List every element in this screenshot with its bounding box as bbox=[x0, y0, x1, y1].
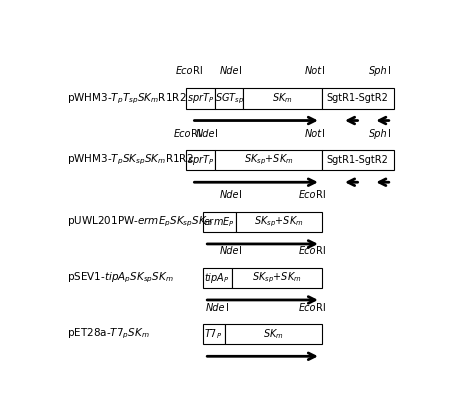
Text: I: I bbox=[388, 129, 391, 139]
Text: I: I bbox=[226, 302, 228, 313]
Bar bbox=[202, 268, 232, 288]
Bar bbox=[202, 212, 236, 232]
Bar bbox=[232, 268, 322, 288]
Text: $T7_{P}$: $T7_{P}$ bbox=[204, 327, 223, 341]
Text: $SK_{sp}$+$SK_{m}$: $SK_{sp}$+$SK_{m}$ bbox=[254, 215, 303, 229]
Text: Not: Not bbox=[305, 66, 322, 76]
Text: I: I bbox=[239, 66, 242, 76]
Text: RI: RI bbox=[316, 302, 326, 313]
Text: Nde: Nde bbox=[220, 246, 239, 256]
Text: I: I bbox=[239, 246, 242, 256]
Text: Eco: Eco bbox=[299, 302, 316, 313]
Text: $ermE_{P}$: $ermE_{P}$ bbox=[203, 215, 235, 229]
Text: Eco: Eco bbox=[176, 66, 193, 76]
Text: Nde: Nde bbox=[220, 66, 239, 76]
Bar bbox=[186, 88, 215, 109]
Text: $SGT_{sp}$: $SGT_{sp}$ bbox=[215, 91, 244, 106]
Text: Sph: Sph bbox=[369, 66, 388, 76]
Text: Nde: Nde bbox=[206, 302, 226, 313]
Text: I: I bbox=[322, 66, 325, 76]
Bar bbox=[186, 150, 215, 171]
Text: RI: RI bbox=[193, 66, 203, 76]
Bar bbox=[322, 88, 393, 109]
Bar bbox=[202, 324, 225, 344]
Text: pUWL201PW-$ermE_p$$SK_{sp}$$SK_m$: pUWL201PW-$ermE_p$$SK_{sp}$$SK_m$ bbox=[66, 215, 213, 229]
Text: Nde: Nde bbox=[196, 129, 215, 139]
Text: Eco: Eco bbox=[299, 190, 316, 200]
Text: $sprT_{P}$: $sprT_{P}$ bbox=[187, 153, 214, 167]
Text: Eco: Eco bbox=[299, 246, 316, 256]
Text: I: I bbox=[322, 129, 325, 139]
Text: $tipA_{P}$: $tipA_{P}$ bbox=[204, 271, 230, 285]
Text: RI: RI bbox=[316, 190, 326, 200]
Bar bbox=[215, 150, 322, 171]
Text: $SK_{sp}$+$SK_{m}$: $SK_{sp}$+$SK_{m}$ bbox=[252, 270, 302, 285]
Text: I: I bbox=[215, 129, 218, 139]
Text: $SK_{m}$: $SK_{m}$ bbox=[263, 327, 283, 341]
Text: pSEV1-$tipA_p$$SK_{sp}$$SK_m$: pSEV1-$tipA_p$$SK_{sp}$$SK_m$ bbox=[66, 270, 173, 285]
Text: pWHM3-$T_p$$SK_{sp}$$SK_m$R1R2: pWHM3-$T_p$$SK_{sp}$$SK_m$R1R2 bbox=[66, 153, 193, 167]
Text: pET28a-$T7_p$$SK_m$: pET28a-$T7_p$$SK_m$ bbox=[66, 327, 149, 342]
Text: pWHM3-$T_p$$T_{sp}$$SK_m$R1R2: pWHM3-$T_p$$T_{sp}$$SK_m$R1R2 bbox=[66, 91, 186, 106]
Text: I: I bbox=[239, 190, 242, 200]
Text: $SK_{sp}$+$SK_{m}$: $SK_{sp}$+$SK_{m}$ bbox=[244, 153, 293, 167]
Bar bbox=[215, 88, 243, 109]
Bar bbox=[236, 212, 322, 232]
Bar bbox=[322, 150, 393, 171]
Text: Not: Not bbox=[305, 129, 322, 139]
Bar bbox=[243, 88, 322, 109]
Bar bbox=[225, 324, 322, 344]
Text: Sph: Sph bbox=[369, 129, 388, 139]
Text: SgtR1-SgtR2: SgtR1-SgtR2 bbox=[327, 155, 389, 165]
Text: RI: RI bbox=[191, 129, 201, 139]
Text: $SK_{m}$: $SK_{m}$ bbox=[272, 92, 293, 105]
Text: Eco: Eco bbox=[174, 129, 191, 139]
Text: RI: RI bbox=[316, 246, 326, 256]
Text: I: I bbox=[388, 66, 391, 76]
Text: $sprT_{P}$: $sprT_{P}$ bbox=[187, 91, 214, 105]
Text: Nde: Nde bbox=[220, 190, 239, 200]
Text: SgtR1-SgtR2: SgtR1-SgtR2 bbox=[327, 93, 389, 104]
